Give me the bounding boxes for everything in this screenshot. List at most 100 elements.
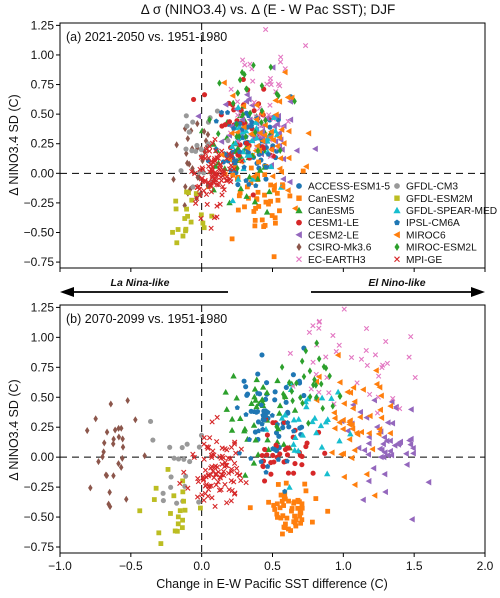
data-point bbox=[168, 511, 173, 516]
data-point bbox=[280, 175, 286, 183]
data-point bbox=[290, 416, 298, 423]
data-point bbox=[270, 452, 276, 458]
data-point bbox=[203, 191, 210, 198]
data-point bbox=[278, 168, 285, 176]
data-point bbox=[262, 172, 268, 178]
data-point bbox=[228, 456, 234, 462]
data-point bbox=[274, 511, 280, 517]
data-point bbox=[233, 465, 240, 471]
data-point bbox=[278, 126, 285, 133]
data-point bbox=[347, 389, 354, 396]
data-point bbox=[312, 145, 318, 153]
data-point bbox=[156, 530, 162, 536]
data-point bbox=[377, 406, 383, 414]
data-point bbox=[268, 128, 274, 135]
data-point bbox=[178, 168, 184, 174]
data-point bbox=[381, 434, 387, 441]
data-point bbox=[214, 108, 220, 114]
data-point bbox=[315, 373, 322, 381]
data-point bbox=[189, 197, 195, 203]
data-point bbox=[272, 111, 279, 118]
data-point bbox=[355, 444, 362, 452]
data-point bbox=[180, 517, 185, 523]
data-point bbox=[185, 159, 190, 167]
data-point bbox=[251, 108, 257, 114]
data-point bbox=[281, 419, 287, 425]
y-tick-label: 1.00 bbox=[31, 48, 55, 62]
data-point bbox=[120, 454, 125, 462]
data-point bbox=[200, 154, 206, 160]
data-point bbox=[230, 99, 236, 107]
data-point bbox=[299, 505, 305, 511]
data-point bbox=[184, 441, 190, 447]
data-point bbox=[174, 141, 179, 149]
data-point bbox=[226, 151, 232, 157]
data-point bbox=[273, 142, 280, 150]
data-point bbox=[233, 394, 240, 401]
data-point bbox=[339, 416, 346, 424]
y-tick-label: 0.75 bbox=[31, 78, 55, 92]
data-point bbox=[209, 140, 216, 146]
data-point bbox=[84, 427, 90, 435]
data-point bbox=[412, 374, 418, 381]
data-point bbox=[291, 205, 298, 212]
data-point bbox=[222, 171, 228, 177]
data-point bbox=[259, 217, 265, 223]
data-point bbox=[234, 129, 240, 136]
data-point bbox=[259, 82, 265, 90]
data-point bbox=[299, 357, 305, 365]
data-point bbox=[241, 164, 247, 170]
data-point bbox=[168, 484, 174, 490]
data-point bbox=[270, 446, 276, 451]
data-point bbox=[229, 236, 235, 242]
data-point bbox=[222, 481, 228, 488]
data-point bbox=[201, 441, 207, 447]
data-point bbox=[366, 412, 373, 420]
data-point bbox=[205, 141, 211, 147]
data-point bbox=[205, 155, 212, 161]
data-point bbox=[268, 63, 274, 71]
data-point bbox=[213, 118, 219, 124]
data-point bbox=[387, 447, 393, 455]
data-point bbox=[254, 175, 261, 182]
y-tick-label: 0.00 bbox=[31, 450, 55, 464]
data-point bbox=[217, 454, 223, 460]
panel-b: (b) 2070-2099 vs. 1951-1980 −0.75 −0.50 −0… bbox=[24, 300, 494, 573]
y-tick-label: 0.25 bbox=[31, 137, 55, 151]
data-point bbox=[286, 178, 293, 186]
data-point bbox=[235, 89, 240, 97]
data-point bbox=[282, 488, 288, 494]
data-point bbox=[358, 428, 365, 436]
data-point bbox=[328, 449, 335, 456]
legend-label: CESM2-LE bbox=[308, 230, 359, 241]
data-point bbox=[325, 508, 331, 514]
data-point bbox=[381, 470, 388, 478]
data-point bbox=[277, 146, 283, 154]
data-point bbox=[253, 403, 260, 410]
data-point bbox=[267, 124, 273, 130]
data-point bbox=[239, 116, 246, 123]
data-point bbox=[277, 505, 283, 511]
data-point bbox=[293, 147, 300, 154]
x-tick-label: 0.0 bbox=[193, 559, 210, 573]
data-point bbox=[183, 473, 189, 479]
data-point bbox=[252, 436, 259, 443]
data-point bbox=[263, 208, 271, 215]
data-point bbox=[266, 112, 272, 118]
data-point bbox=[328, 395, 335, 401]
data-point bbox=[212, 136, 218, 142]
data-point bbox=[358, 356, 365, 362]
data-point bbox=[266, 188, 273, 195]
data-point bbox=[323, 354, 329, 360]
panel-b-frame bbox=[59, 304, 486, 554]
data-point bbox=[247, 505, 253, 511]
data-point bbox=[190, 451, 196, 457]
data-point bbox=[246, 436, 252, 442]
data-point bbox=[253, 182, 259, 188]
data-point bbox=[253, 116, 260, 123]
data-point bbox=[208, 225, 214, 231]
legend-label: GFDL-CM3 bbox=[406, 182, 458, 193]
data-point bbox=[410, 450, 416, 457]
data-point bbox=[184, 150, 189, 158]
data-point bbox=[256, 204, 262, 209]
